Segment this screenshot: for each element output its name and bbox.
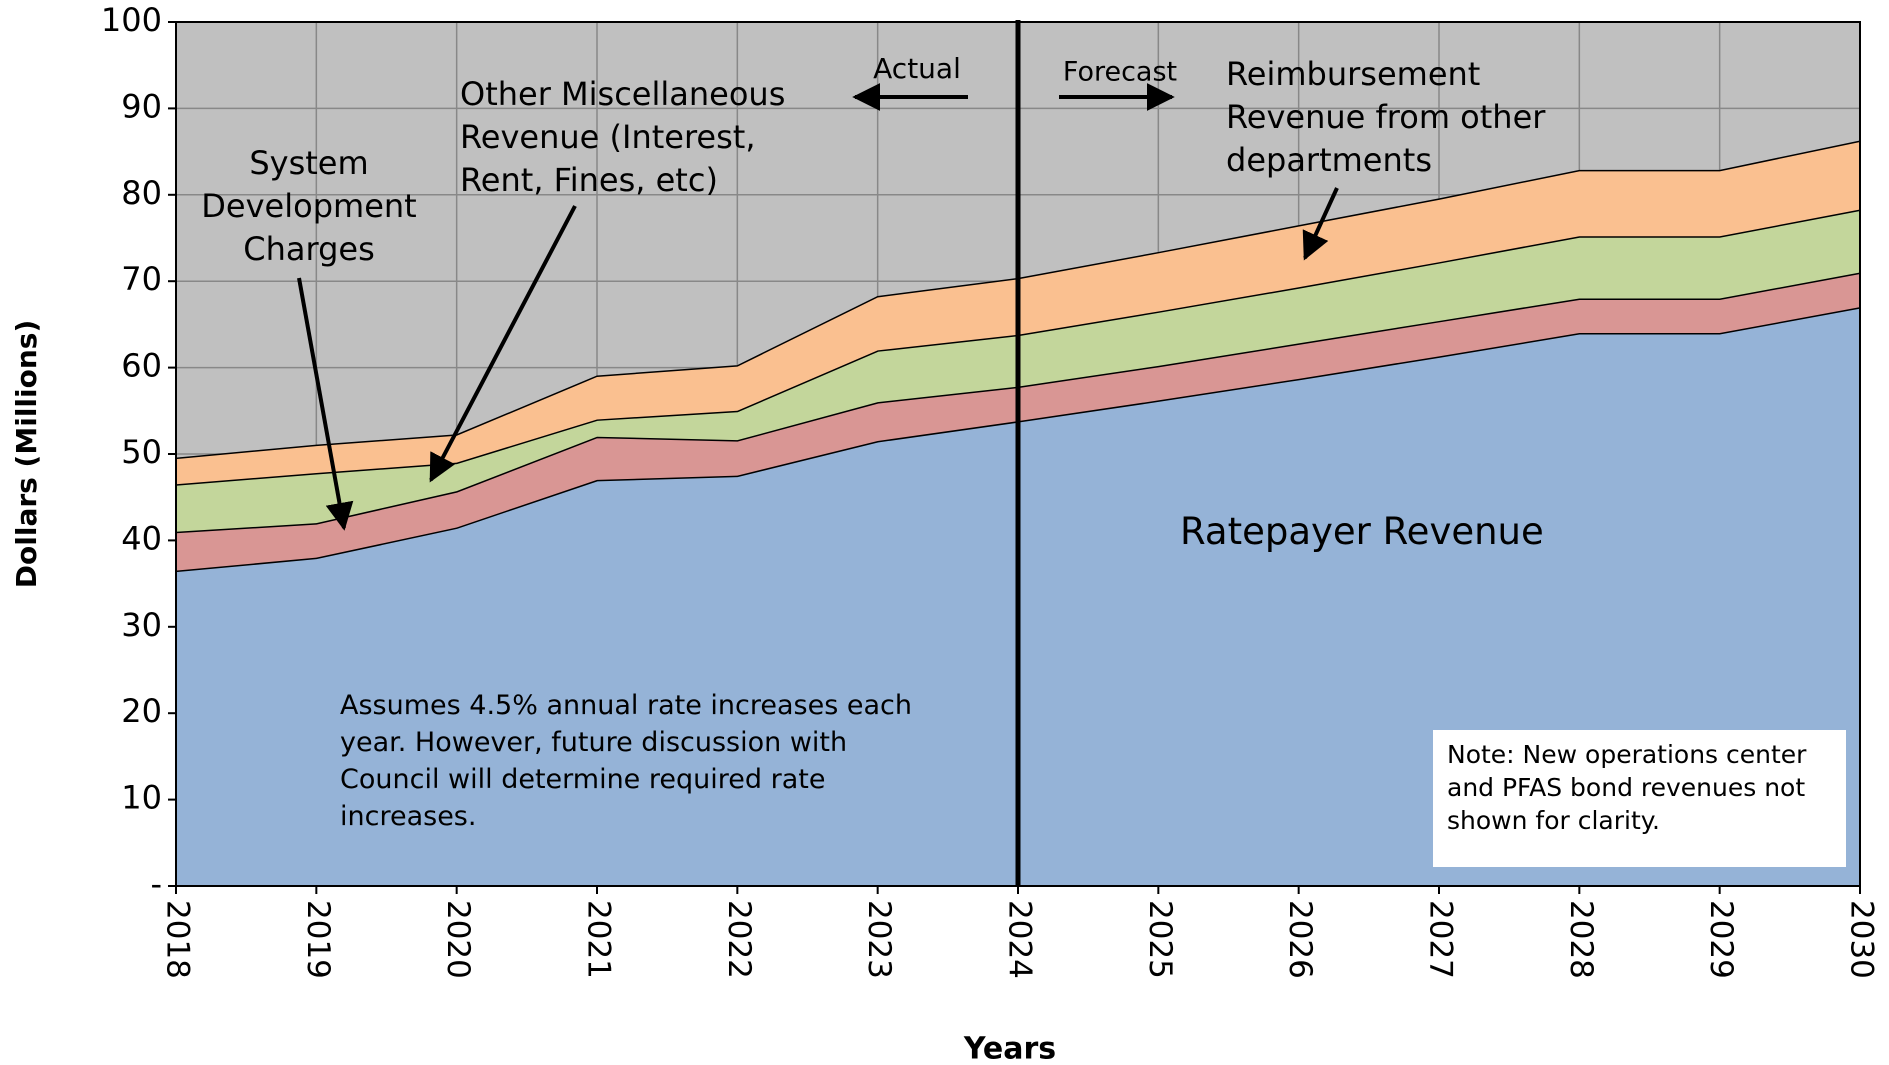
y-axis-title: Dollars (Millions) <box>10 320 43 588</box>
note-box <box>1433 730 1846 867</box>
annotation: Ratepayer Revenue <box>1180 510 1544 553</box>
x-tick-label: 2022 <box>721 900 757 979</box>
y-tick-label: 20 <box>121 692 162 730</box>
x-tick-label: 2020 <box>440 900 476 979</box>
x-tick-label: 2028 <box>1563 900 1599 979</box>
x-tick-label: 2025 <box>1142 900 1178 979</box>
y-tick-label: 70 <box>121 260 162 298</box>
arrow <box>429 205 577 483</box>
x-tick-label: 2023 <box>861 900 897 979</box>
assumption-note: Assumes 4.5% annual rate increases each … <box>340 690 912 832</box>
arrow <box>1302 187 1339 261</box>
note: Note: New operations center and PFAS bon… <box>1447 740 1807 835</box>
x-tick-label: 2026 <box>1282 900 1318 979</box>
x-tick-label: 2021 <box>581 900 617 979</box>
actual-label: Actual <box>873 52 961 85</box>
forecast-label: Forecast <box>1063 57 1177 88</box>
y-tick-label: 90 <box>121 87 162 125</box>
annotation: System Development Charges <box>201 144 417 268</box>
x-tick-label: 2029 <box>1703 900 1739 979</box>
annotation: Reimbursement Revenue from other departm… <box>1226 55 1546 179</box>
x-tick-label: 2019 <box>300 900 336 979</box>
x-tick-label: 2018 <box>160 900 196 979</box>
x-axis-title: Years <box>963 1032 1056 1065</box>
area <box>176 272 1860 571</box>
x-tick-label: 2024 <box>1002 900 1038 979</box>
arrow <box>297 277 354 531</box>
y-tick-label: 100 <box>101 1 162 39</box>
plot-frame <box>175 21 1861 887</box>
y-tick-label: 80 <box>121 174 162 212</box>
y-tick-label: 10 <box>121 779 162 817</box>
x-tick-label: 2027 <box>1423 900 1459 979</box>
y-tick-label: - <box>150 865 162 903</box>
y-tick-label: 40 <box>121 519 162 557</box>
annotation: Other Miscellaneous Revenue (Interest, R… <box>460 75 786 199</box>
x-tick-label: 2030 <box>1844 900 1880 979</box>
y-tick-label: 50 <box>121 433 162 471</box>
y-tick-label: 60 <box>121 347 162 385</box>
y-tick-label: 30 <box>121 606 162 644</box>
